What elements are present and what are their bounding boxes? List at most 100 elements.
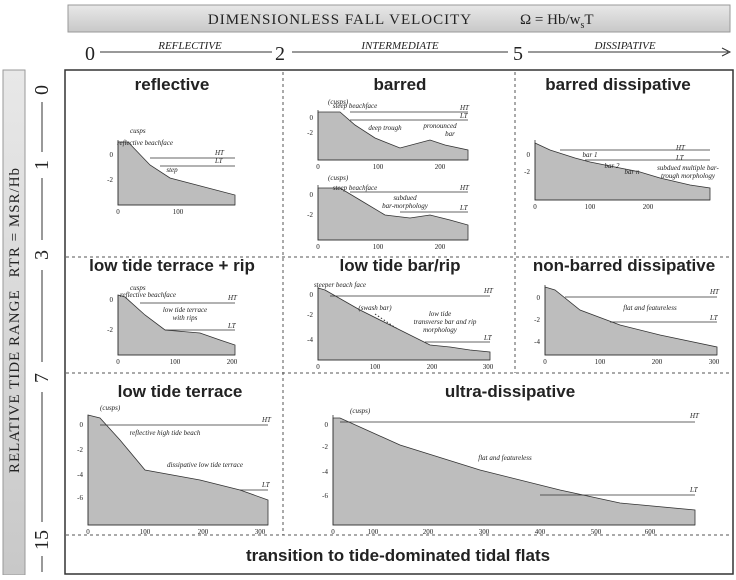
profile-label: HT (214, 149, 225, 157)
profile-label: bar-morphology (382, 202, 429, 210)
cell-title: non-barred dissipative (533, 256, 715, 275)
profile-y-tick: -4 (77, 471, 83, 479)
profile-label: cusps (130, 284, 146, 292)
profile-label: LT (709, 314, 719, 322)
profile-x-tick: 200 (198, 528, 209, 536)
profile-label: low tide terrace (163, 306, 207, 314)
profile-x-tick: 600 (645, 528, 656, 536)
profile-axes (87, 415, 268, 526)
profile-y-tick: -2 (524, 168, 530, 176)
x-axis-zone: REFLECTIVE (157, 40, 222, 52)
profile-label: flat and featureless (623, 304, 677, 312)
profile-label: (swash bar) (358, 304, 392, 312)
profile-label: reflective beachface (117, 139, 173, 147)
profile-label: HT (709, 288, 720, 296)
profile-axes (332, 415, 695, 526)
profile-x-tick: 100 (140, 528, 151, 536)
profile-y-tick: 0 (310, 291, 314, 299)
header-banner (67, 4, 731, 33)
profile-x-tick: 0 (316, 243, 320, 251)
profile-label: bar n (625, 168, 640, 176)
cell-title: ultra-dissipative (445, 382, 575, 401)
profile-y-tick: -6 (322, 492, 328, 500)
profile-x-tick: 0 (116, 358, 120, 366)
profile-x-tick: 200 (427, 363, 438, 371)
profile-x-tick: 200 (643, 203, 654, 211)
profile-label: flat and featureless (478, 454, 532, 462)
cell-title: low tide bar/rip (340, 256, 461, 275)
profile-label: steep beachface (333, 102, 378, 110)
profile-x-tick: 100 (595, 358, 606, 366)
cell-title: barred (374, 75, 427, 94)
y-axis-tick: 1 (31, 160, 53, 170)
profile-y-tick: 0 (310, 114, 314, 122)
y-axis-title: RELATIVE TIDE RANGERTR = MSR/Hb (7, 167, 23, 473)
profile-label: with rips (173, 314, 198, 322)
profile-label: reflective beachface (120, 291, 176, 299)
profile-label: LT (227, 322, 237, 330)
profile-x-tick: 300 (709, 358, 720, 366)
profile-label: LT (214, 157, 224, 165)
profile-x-tick: 100 (585, 203, 596, 211)
cell-dividers (66, 72, 732, 536)
cell-title: low tide terrace (118, 382, 243, 401)
profile-x-tick: 400 (535, 528, 546, 536)
footer: transition to tide-dominated tidal flats (246, 546, 550, 565)
profile-y-tick: 0 (80, 421, 84, 429)
profile-label: morphology (423, 326, 458, 334)
profile-x-tick: 100 (170, 358, 181, 366)
x-axis-zone: INTERMEDIATE (360, 40, 438, 52)
x-axis-tick: 5 (513, 43, 523, 65)
profile-axes (317, 287, 490, 361)
profile-axes (317, 185, 468, 241)
y-axis-tick: 7 (31, 373, 53, 383)
profile-label: HT (459, 184, 470, 192)
profile-y-tick: 0 (110, 151, 114, 159)
profile-label: LT (459, 112, 469, 120)
profile-x-tick: 100 (373, 163, 384, 171)
profile-label: bar 1 (583, 151, 598, 159)
profile-y-tick: 0 (527, 151, 531, 159)
profile-label: LT (689, 486, 699, 494)
profile-x-tick: 200 (435, 163, 446, 171)
profile-y-tick: -4 (322, 468, 328, 476)
y-axis-tick: 3 (31, 250, 53, 260)
profile-axes (544, 285, 717, 356)
profile-label: pronounced (422, 122, 457, 130)
profile-label: reflective high tide beach (130, 429, 201, 437)
profile-label: subdued multiple bar- (657, 164, 719, 172)
profile-x-tick: 0 (331, 528, 335, 536)
profile-axes (117, 295, 235, 356)
profile-x-tick: 0 (543, 358, 547, 366)
beach-profile (117, 294, 236, 356)
profile-x-tick: 0 (316, 363, 320, 371)
swash-bar-dots (374, 313, 406, 335)
profile-label: LT (459, 204, 469, 212)
profile-axes (117, 140, 235, 206)
profile-x-tick: 100 (368, 528, 379, 536)
header-formula: Ω = Hb/wsT (520, 12, 594, 31)
profile-x-tick: 500 (591, 528, 602, 536)
beach-profile (332, 417, 696, 526)
cell-title: barred dissipative (545, 75, 691, 94)
profile-y-tick: -2 (107, 326, 113, 334)
profile-y-tick: -2 (107, 176, 113, 184)
profile-label: bar 2 (605, 162, 620, 170)
profile-label: cusps (130, 127, 146, 135)
profile-label: deep trough (368, 124, 402, 132)
profile-label: transverse bar and rip (414, 318, 477, 326)
profile-label: steeper beach face (314, 281, 366, 289)
profile-label: (cusps) (328, 174, 349, 182)
profile-y-tick: -2 (534, 316, 540, 324)
profile-x-tick: 0 (316, 163, 320, 171)
profile-y-tick: -2 (307, 211, 313, 219)
profile-y-tick: 0 (325, 421, 329, 429)
y-axis-tick: 15 (31, 530, 53, 550)
profile-label: HT (675, 144, 686, 152)
profile-label: (cusps) (350, 407, 371, 415)
profile-label: LT (261, 481, 271, 489)
profile-x-tick: 200 (423, 528, 434, 536)
cell-title: reflective (135, 75, 210, 94)
